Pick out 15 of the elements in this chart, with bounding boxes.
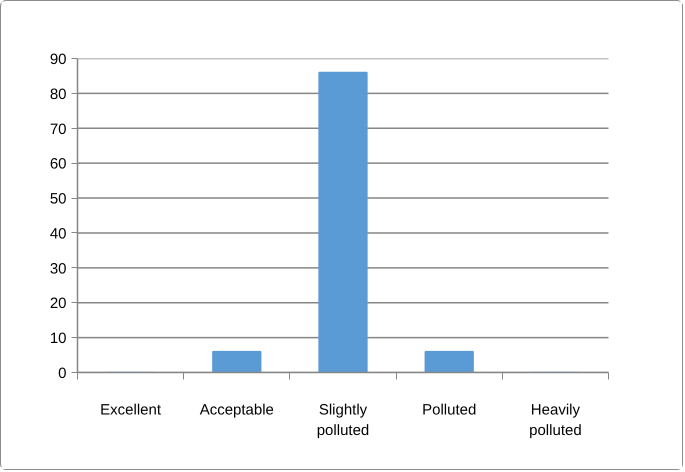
y-tick-label: 50 bbox=[50, 190, 67, 208]
x-tick-label: Acceptable bbox=[200, 402, 274, 418]
y-tick-label: 10 bbox=[50, 330, 67, 348]
y-tick-label: 0 bbox=[58, 365, 66, 382]
y-tick-label: 30 bbox=[50, 260, 67, 278]
x-tick-label: Slightly polluted bbox=[316, 402, 370, 439]
y-tick-label: 70 bbox=[50, 120, 67, 138]
y-tick-label: 20 bbox=[50, 295, 67, 312]
y-tick-label: 60 bbox=[50, 156, 67, 173]
y-tick-label: 40 bbox=[50, 225, 67, 242]
x-tick-label: Polluted bbox=[422, 402, 476, 418]
y-tick-label: 90 bbox=[50, 51, 67, 68]
y-tick-label: 80 bbox=[50, 86, 67, 103]
x-tick-label: Excellent bbox=[100, 402, 162, 418]
x-tick-label: Heavily polluted bbox=[529, 402, 582, 439]
